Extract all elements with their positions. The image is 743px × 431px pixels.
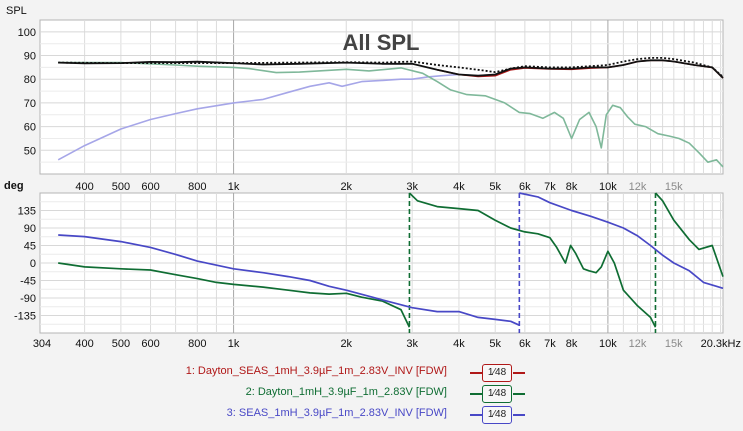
spl-series-line-4[interactable] bbox=[58, 61, 724, 168]
phase-series-line-1-seg-2[interactable] bbox=[408, 192, 657, 328]
legend-label: 2: Dayton_1mH_3.9µF_1m_2.83V [FDW] bbox=[245, 386, 447, 398]
legend-line-right bbox=[513, 414, 525, 416]
y-tick-label: 90 bbox=[24, 51, 36, 63]
x-tick-label: 6k bbox=[519, 338, 531, 350]
x-tick-label: 8k bbox=[566, 338, 578, 350]
x-tick-label: 3k bbox=[406, 338, 418, 350]
y-tick-label: -135 bbox=[14, 311, 36, 323]
y-tick-label: 100 bbox=[18, 27, 36, 39]
x-tick-label: 8k bbox=[566, 181, 578, 193]
spl-series bbox=[57, 57, 724, 168]
y-tick-label: 135 bbox=[18, 206, 36, 218]
x-tick-label: 5k bbox=[489, 338, 501, 350]
chart-title: All SPL bbox=[342, 30, 419, 55]
phase-series-line-1-seg-3[interactable] bbox=[654, 192, 724, 277]
x-tick-label: 1k bbox=[228, 338, 240, 350]
y-tick-label: 70 bbox=[24, 98, 36, 110]
y-tick-label: 60 bbox=[24, 122, 36, 134]
x-tick-label: 10k bbox=[599, 181, 617, 193]
spl-series-line-1[interactable] bbox=[58, 59, 724, 79]
phase-series-line-2-seg-1[interactable] bbox=[58, 234, 520, 326]
legend-item[interactable]: 3: SEAS_1mH_3.9µF_1m_2.83V_INV [FDW] 1⁄48 bbox=[0, 406, 743, 424]
x-tick-label: 15k bbox=[665, 338, 683, 350]
legend-line-left bbox=[470, 393, 482, 395]
x-tick-label: 600 bbox=[141, 181, 159, 193]
legend-label: 1: Dayton_SEAS_1mH_3.9µF_1m_2.83V_INV [F… bbox=[185, 365, 447, 377]
y-tick-label: -90 bbox=[20, 293, 36, 305]
legend-line-left bbox=[470, 414, 482, 416]
phase-gridlines bbox=[40, 193, 723, 333]
x-tick-label: 1k bbox=[228, 181, 240, 193]
x-tick-label: 2k bbox=[340, 338, 352, 350]
y-tick-label: 45 bbox=[24, 241, 36, 253]
y-tick-label: 0 bbox=[30, 258, 36, 270]
spl-series-line-5[interactable] bbox=[57, 73, 496, 161]
spl-axis-label: SPL bbox=[6, 5, 27, 17]
x-tick-label: 400 bbox=[75, 338, 93, 350]
x-tick-label: 10k bbox=[599, 338, 617, 350]
spl-series-line-2[interactable] bbox=[58, 57, 724, 78]
x-tick-label: 5k bbox=[489, 181, 501, 193]
smoothing-button[interactable]: 1⁄48 bbox=[482, 364, 512, 382]
x-tick-label: 600 bbox=[141, 338, 159, 350]
x-tick-label: 15k bbox=[665, 181, 683, 193]
y-tick-label: 80 bbox=[24, 74, 36, 86]
x-tick-label: 500 bbox=[112, 181, 130, 193]
spl-plot-area[interactable] bbox=[39, 19, 724, 175]
axis-labels: 50 60 70 80 90 100 135 90 45 0 -45 -90 -135 400 500 600… bbox=[14, 27, 741, 350]
x-tick-label: 12k bbox=[629, 181, 647, 193]
x-tick-label: 2k bbox=[340, 181, 352, 193]
smoothing-button[interactable]: 1⁄48 bbox=[482, 385, 512, 403]
y-tick-label: -45 bbox=[20, 276, 36, 288]
legend-line-right bbox=[513, 393, 525, 395]
x-tick-label: 800 bbox=[188, 181, 206, 193]
x-tick-label: 400 bbox=[75, 181, 93, 193]
x-tick-label: 4k bbox=[453, 181, 465, 193]
phase-axis-label: deg bbox=[4, 180, 24, 192]
x-tick-label: 800 bbox=[188, 338, 206, 350]
phase-series bbox=[58, 192, 724, 333]
x-tick-label: 3k bbox=[406, 181, 418, 193]
x-tick-label: 7k bbox=[544, 181, 556, 193]
legend-item[interactable]: 1: Dayton_SEAS_1mH_3.9µF_1m_2.83V_INV [F… bbox=[0, 364, 743, 382]
x-tick-label: 20.3kHz bbox=[701, 338, 741, 350]
phase-series-line-1-seg-1[interactable] bbox=[58, 262, 411, 328]
y-tick-label: 50 bbox=[24, 145, 36, 157]
legend-line-left bbox=[470, 372, 482, 374]
legend-label: 3: SEAS_1mH_3.9µF_1m_2.83V_INV [FDW] bbox=[226, 407, 447, 419]
legend-line-right bbox=[513, 372, 525, 374]
legend-item[interactable]: 2: Dayton_1mH_3.9µF_1m_2.83V [FDW] 1⁄48 bbox=[0, 385, 743, 403]
x-tick-label: 500 bbox=[112, 338, 130, 350]
x-tick-label: 4k bbox=[453, 338, 465, 350]
y-tick-label: 90 bbox=[24, 223, 36, 235]
spl-gridlines bbox=[40, 20, 723, 174]
phase-series-line-2-seg-2[interactable] bbox=[519, 192, 724, 290]
x-tick-label: 6k bbox=[519, 181, 531, 193]
x-tick-label: 7k bbox=[544, 338, 556, 350]
smoothing-button[interactable]: 1⁄48 bbox=[482, 406, 512, 424]
x-tick-label: 304 bbox=[33, 338, 51, 350]
x-tick-label: 12k bbox=[629, 338, 647, 350]
